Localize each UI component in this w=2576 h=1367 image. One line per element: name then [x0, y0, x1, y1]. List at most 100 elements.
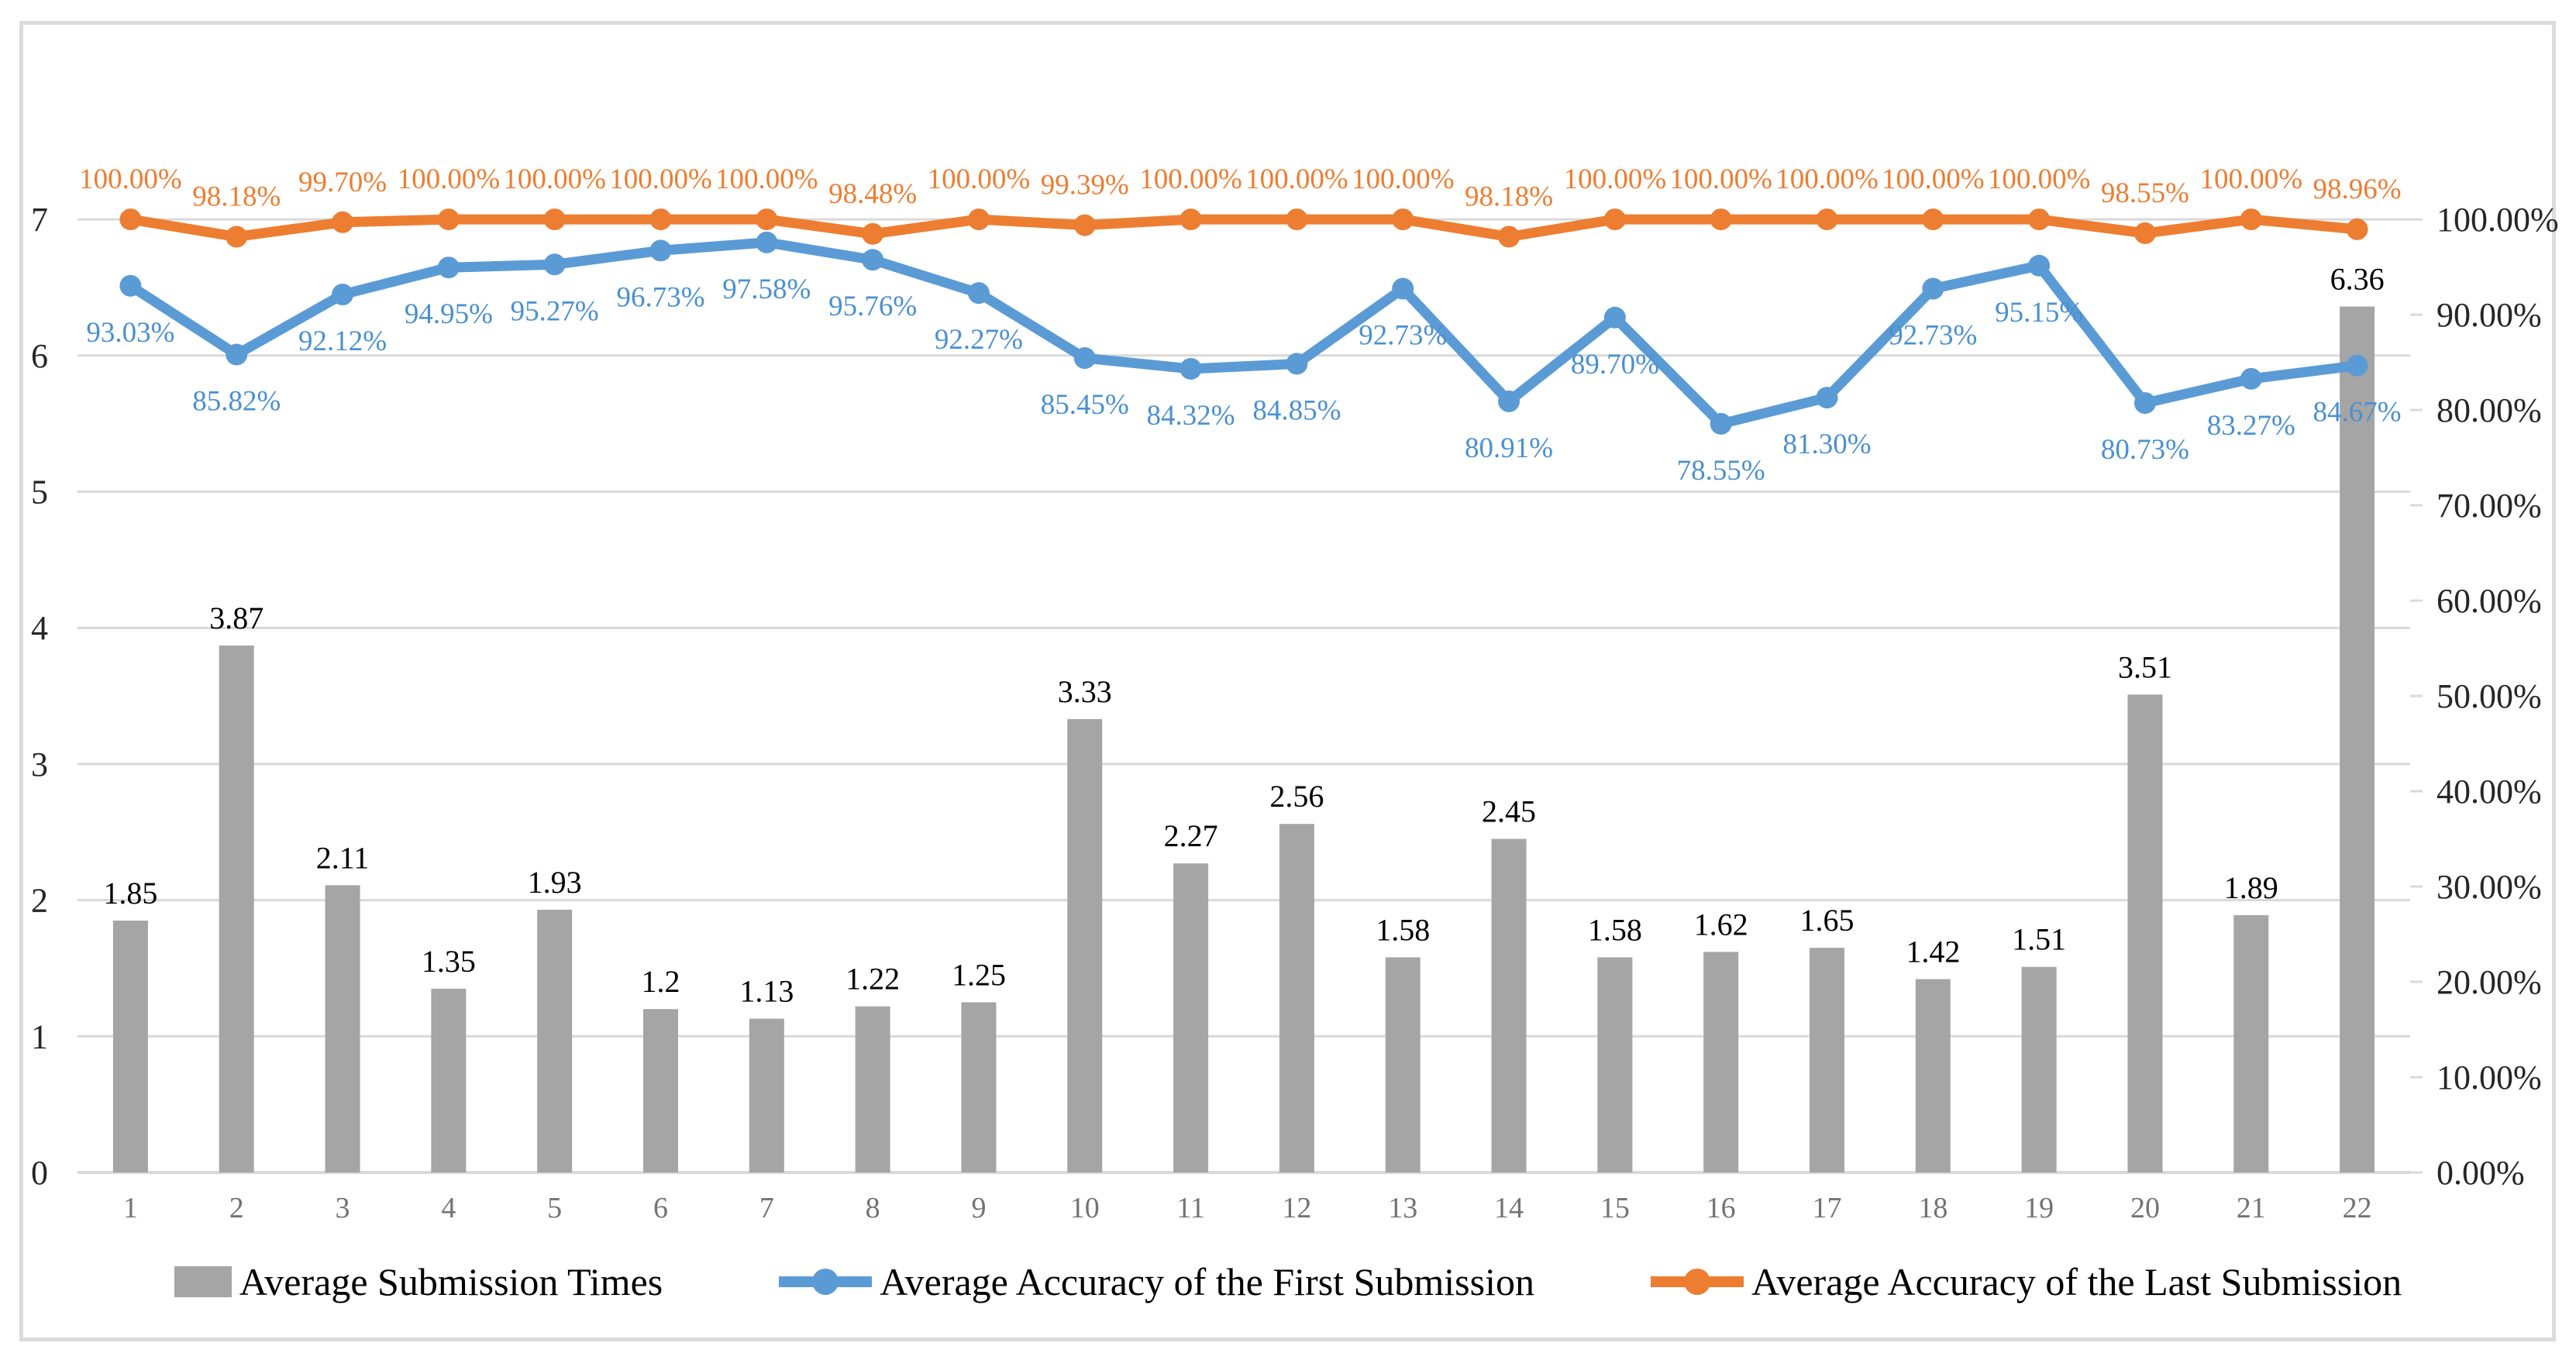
line-marker [1498, 390, 1520, 412]
bar-value-label: 1.65 [1800, 903, 1855, 938]
bar-value-label: 1.89 [2224, 870, 2278, 905]
bar-value-label: 1.85 [103, 876, 157, 911]
line-marker [2346, 218, 2368, 240]
bar-avg-submission-times [1173, 863, 1209, 1172]
line-last-submission-accuracy [125, 214, 2363, 242]
first-submission-accuracy-label: 96.73% [616, 281, 704, 313]
first-submission-accuracy-label: 84.85% [1252, 394, 1341, 426]
x-axis-tick-label: 19 [2024, 1192, 2054, 1224]
legend-item-average-accuracy-last-submission: Average Accuracy of the Last Submission [1650, 1259, 2402, 1304]
last-submission-accuracy-label: 100.00% [1245, 164, 1348, 195]
line-marker [437, 208, 460, 231]
left-axis-tick-label: 5 [31, 473, 48, 511]
first-submission-accuracy-label: 92.12% [298, 325, 387, 357]
line-marker [1392, 277, 1414, 300]
last-submission-accuracy-label: 100.00% [503, 164, 606, 195]
first-submission-accuracy-label: 84.67% [2313, 397, 2402, 429]
left-axis-tick-label: 7 [31, 201, 48, 239]
line-marker [119, 208, 142, 231]
right-axis-tick-label: 20.00% [2437, 963, 2542, 1001]
bar-value-label: 3.33 [1058, 674, 1112, 709]
line-marker [2346, 354, 2368, 377]
bar-value-label: 1.13 [739, 973, 794, 1008]
first-submission-accuracy-label: 95.76% [828, 291, 917, 322]
bar-avg-submission-times [1491, 838, 1527, 1172]
line-marker [1710, 412, 1732, 435]
first-submission-accuracy-label: 85.82% [192, 385, 281, 417]
last-submission-accuracy-label: 100.00% [609, 164, 712, 195]
line-marker [1392, 208, 1414, 231]
bar-value-label: 2.11 [316, 840, 370, 875]
line-marker [649, 208, 672, 231]
legend-item-average-submission-times: Average Submission Times [174, 1259, 663, 1304]
x-axis-tick-label: 5 [547, 1192, 562, 1224]
left-axis-tick-label: 6 [31, 337, 48, 375]
last-submission-accuracy-label: 100.00% [398, 164, 501, 195]
line-series-swatch-icon [779, 1269, 873, 1295]
last-submission-accuracy-label: 100.00% [1775, 164, 1879, 195]
left-axis-tick-label: 1 [31, 1018, 48, 1055]
first-submission-accuracy-label: 92.73% [1889, 320, 1977, 352]
x-axis-tick-label: 21 [2237, 1192, 2266, 1224]
bar-value-label: 1.93 [528, 865, 582, 900]
bar-avg-submission-times [1385, 957, 1421, 1172]
bar-avg-submission-times [855, 1006, 890, 1172]
bar-value-label: 1.42 [1906, 935, 1960, 969]
right-axis-tick-label: 90.00% [2437, 296, 2542, 334]
x-axis-tick-label: 18 [1918, 1192, 1947, 1224]
legend-item-average-accuracy-first-submission: Average Accuracy of the First Submission [779, 1259, 1534, 1304]
line-marker [332, 284, 354, 306]
line-marker [1180, 357, 1202, 380]
line-marker [1710, 208, 1732, 231]
bar-avg-submission-times [431, 988, 467, 1172]
last-submission-accuracy-label: 100.00% [1352, 164, 1455, 195]
bar-avg-submission-times [219, 646, 254, 1172]
legend: Average Submission Times Average Accurac… [0, 1238, 2576, 1325]
last-submission-accuracy-label: 98.96% [2313, 174, 2402, 205]
line-marker [1603, 208, 1626, 231]
x-axis-tick-label: 3 [336, 1192, 350, 1224]
line-marker [2133, 392, 2156, 415]
bar-avg-submission-times [2340, 306, 2375, 1173]
last-submission-accuracy-label: 100.00% [1988, 164, 2091, 195]
x-axis-tick-label: 15 [1600, 1192, 1630, 1224]
bar-avg-submission-times [749, 1018, 784, 1172]
left-axis-tick-label: 3 [31, 745, 48, 783]
first-submission-accuracy-label: 80.73% [2101, 434, 2189, 466]
legend-label: Average Submission Times [239, 1260, 663, 1303]
bar-avg-submission-times [1279, 824, 1314, 1172]
line-marker [649, 239, 672, 262]
first-submission-accuracy-label: 81.30% [1782, 429, 1871, 460]
first-submission-accuracy-label: 85.45% [1041, 389, 1129, 421]
line-marker [332, 211, 354, 233]
line-marker [226, 226, 248, 248]
legend-label: Average Accuracy of the Last Submission [1751, 1260, 2402, 1303]
line-marker [1922, 208, 1944, 231]
line-marker [437, 257, 460, 279]
bar-value-label: 1.58 [1588, 912, 1642, 947]
x-axis-tick-label: 6 [653, 1192, 668, 1224]
line-marker [756, 208, 778, 231]
x-axis-tick-label: 7 [759, 1192, 774, 1224]
line-marker [1603, 306, 1626, 329]
legend-label: Average Accuracy of the First Submission [880, 1260, 1534, 1303]
bar-avg-submission-times [537, 909, 573, 1172]
bar-value-label: 1.22 [845, 962, 900, 997]
first-submission-accuracy-label: 93.03% [86, 317, 174, 349]
line-marker [967, 282, 990, 305]
last-submission-accuracy-label: 100.00% [928, 164, 1031, 195]
bar-avg-submission-times [325, 885, 360, 1172]
last-submission-accuracy-label: 99.39% [1041, 170, 1129, 201]
line-marker [967, 208, 990, 231]
x-axis-tick-label: 12 [1282, 1192, 1311, 1224]
right-axis-tick-label: 60.00% [2437, 582, 2542, 620]
line-marker [1286, 353, 1308, 375]
line-marker [543, 208, 566, 231]
right-axis-tick-label: 50.00% [2437, 677, 2542, 715]
last-submission-accuracy-label: 98.18% [192, 181, 281, 212]
last-submission-accuracy-label: 98.18% [1465, 181, 1553, 212]
last-submission-accuracy-label: 100.00% [2199, 164, 2302, 195]
line-marker [543, 253, 566, 276]
line-marker [756, 231, 778, 253]
